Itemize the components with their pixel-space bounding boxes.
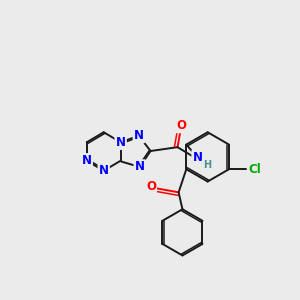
Text: N: N [82, 154, 92, 167]
Text: N: N [134, 129, 144, 142]
Text: Cl: Cl [249, 163, 262, 176]
Text: H: H [203, 160, 211, 170]
Text: N: N [193, 151, 202, 164]
Text: N: N [99, 164, 109, 177]
Text: O: O [146, 180, 156, 193]
Text: N: N [135, 160, 145, 173]
Text: O: O [176, 119, 186, 132]
Text: N: N [116, 136, 126, 149]
